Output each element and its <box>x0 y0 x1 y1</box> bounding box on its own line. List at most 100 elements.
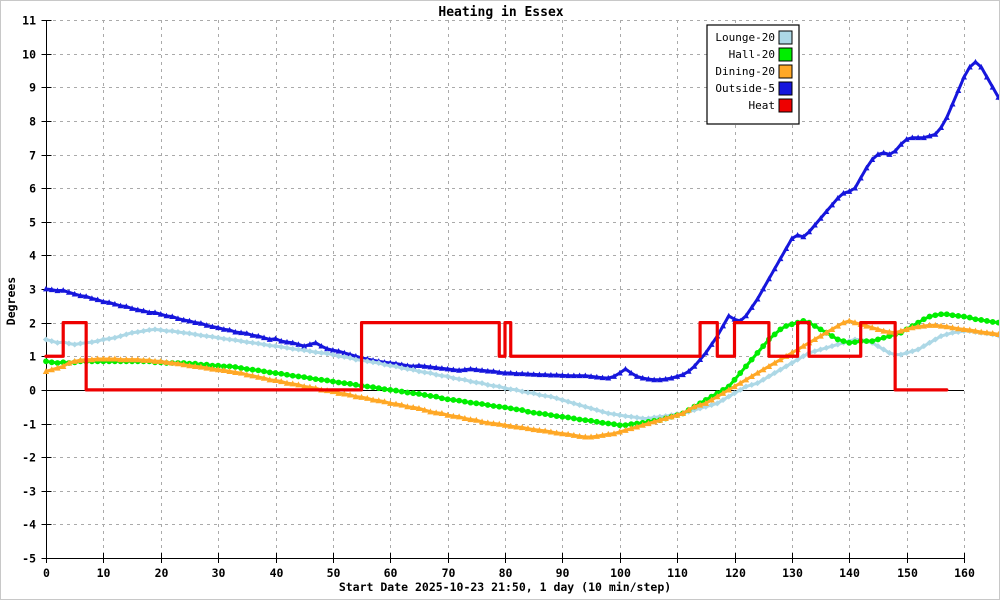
data-point <box>605 430 612 437</box>
data-point <box>656 376 663 383</box>
data-point <box>639 421 646 428</box>
data-point <box>117 302 124 309</box>
data-point <box>238 365 244 371</box>
data-point <box>570 400 578 407</box>
data-point <box>467 416 474 423</box>
data-point <box>484 419 491 426</box>
data-point <box>140 356 147 363</box>
data-point <box>587 433 595 440</box>
data-point <box>874 151 881 157</box>
legend-item-heat[interactable]: Heat <box>749 98 793 113</box>
data-point <box>71 290 78 297</box>
data-point <box>404 366 411 373</box>
y-tick-label: -5 <box>22 552 36 566</box>
data-point <box>622 413 629 420</box>
data-point <box>748 356 755 363</box>
data-point <box>324 377 331 384</box>
legend[interactable]: Lounge-20 Hall-20 Dining-20 Outside-5 Heat <box>706 24 800 125</box>
data-point <box>60 362 67 369</box>
data-point <box>536 426 543 433</box>
data-point <box>335 348 342 354</box>
data-point <box>266 336 273 342</box>
legend-item-lounge-20[interactable]: Lounge-20 <box>715 30 793 45</box>
data-point <box>438 395 445 402</box>
series-layer <box>42 58 999 440</box>
data-point <box>415 368 423 375</box>
data-point <box>300 383 308 390</box>
data-point <box>473 416 480 423</box>
data-point <box>995 94 999 100</box>
data-point <box>220 335 228 342</box>
data-point <box>702 349 709 356</box>
x-tick-label: 70 <box>442 566 456 580</box>
legend-item-outside-5[interactable]: Outside-5 <box>715 81 793 96</box>
x-tick-label: 10 <box>97 566 111 580</box>
y-tick-label: 5 <box>29 216 36 230</box>
data-point <box>760 343 767 350</box>
data-point <box>479 367 486 373</box>
data-point <box>983 73 990 80</box>
data-point <box>140 328 147 335</box>
data-point <box>152 309 159 315</box>
data-point <box>381 386 388 393</box>
data-point <box>679 371 686 378</box>
data-point <box>696 401 704 408</box>
data-point <box>920 134 927 141</box>
data-point <box>65 340 73 347</box>
data-point <box>920 322 928 329</box>
data-point <box>765 275 772 282</box>
data-point <box>180 316 187 323</box>
data-point <box>111 300 118 307</box>
data-point <box>455 376 463 383</box>
data-point <box>765 373 773 380</box>
data-point <box>295 341 302 347</box>
data-point <box>473 400 480 407</box>
data-point <box>771 370 778 377</box>
data-point <box>610 411 618 418</box>
data-point <box>123 356 130 363</box>
data-point <box>519 407 526 413</box>
y-tick-label: -1 <box>22 418 36 432</box>
data-point <box>829 201 836 208</box>
data-point <box>725 386 732 393</box>
data-point <box>214 366 222 373</box>
data-point <box>828 343 836 350</box>
data-point <box>312 376 319 383</box>
data-point <box>358 393 365 400</box>
data-point <box>163 358 170 365</box>
data-point <box>65 289 72 295</box>
data-point <box>484 381 491 388</box>
legend-item-dining-20[interactable]: Dining-20 <box>715 64 793 79</box>
data-point <box>513 406 520 413</box>
legend-item-hall-20[interactable]: Hall-20 <box>729 47 793 62</box>
data-point <box>88 339 96 346</box>
data-point <box>243 366 250 372</box>
data-point <box>421 369 428 376</box>
y-tick-label: 8 <box>29 115 36 129</box>
data-point <box>760 285 767 292</box>
x-tick-label: 140 <box>839 566 860 580</box>
data-point <box>71 341 78 348</box>
data-point <box>628 413 635 420</box>
data-point <box>237 338 245 345</box>
data-point <box>570 415 577 422</box>
data-point <box>777 356 784 363</box>
data-point <box>880 327 887 334</box>
y-tick-label: 7 <box>29 149 36 163</box>
data-point <box>163 312 170 319</box>
data-point <box>553 429 560 436</box>
data-point <box>295 381 302 388</box>
data-point <box>111 334 119 341</box>
data-point <box>48 366 55 373</box>
data-point <box>811 323 818 329</box>
data-point <box>570 372 577 379</box>
data-point <box>513 370 520 377</box>
data-point <box>186 330 193 337</box>
data-point <box>163 328 170 335</box>
data-point <box>123 303 130 309</box>
x-tick-label: 50 <box>327 566 341 580</box>
data-point <box>140 307 147 314</box>
data-point <box>519 388 526 395</box>
data-point <box>48 359 55 366</box>
data-point <box>909 324 916 331</box>
